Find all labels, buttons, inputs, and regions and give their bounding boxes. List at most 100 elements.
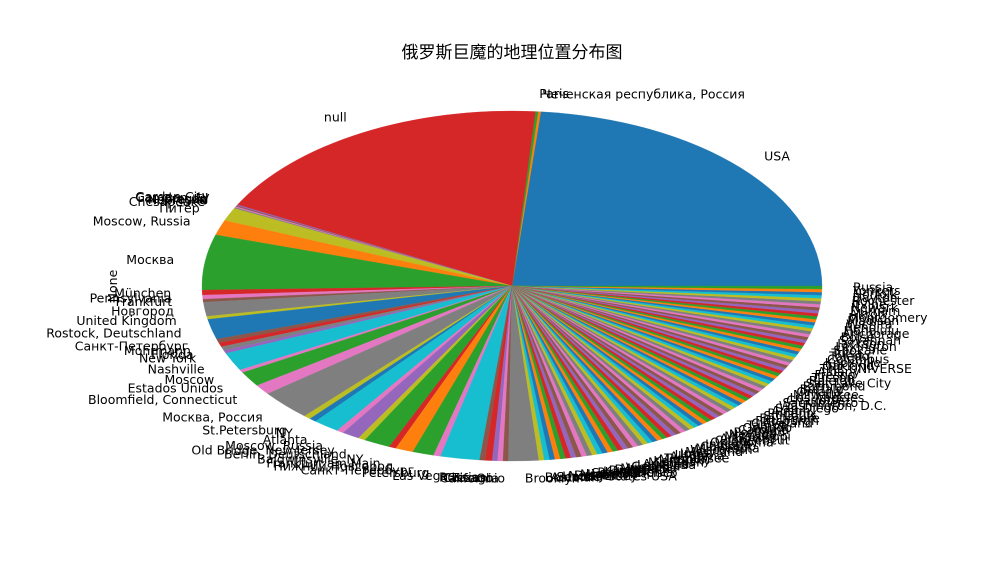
- slice-label: Charlotte: [786, 393, 844, 408]
- slice-label: München: [114, 285, 171, 300]
- slice-label: Columbus: [827, 352, 889, 367]
- slice-label: Mississippi: [724, 429, 791, 444]
- slice-label: Austin: [771, 403, 810, 418]
- slice-label: Nevada: [729, 427, 777, 442]
- slice-label: Durham: [850, 303, 900, 318]
- slice-label: Phoenix: [767, 406, 817, 421]
- slice-label: Orlando: [742, 420, 792, 435]
- slice-label: Boise: [841, 329, 875, 344]
- slice-label: Akron: [849, 307, 885, 322]
- pie-slice: [511, 285, 823, 290]
- slice-label: Raleigh: [809, 373, 856, 388]
- slice-label: Dayton: [852, 290, 897, 305]
- slice-label: Чеченская республика, Россия: [542, 86, 745, 101]
- slice-label: Knoxville: [825, 355, 882, 370]
- slice-label: Camden, NJ: [135, 190, 208, 205]
- slice-label: Petersburg: [362, 465, 430, 480]
- slice-label: New York: [139, 351, 197, 366]
- slice-label: THE UNIVERSE: [819, 361, 912, 376]
- slice-label: San Diego: [775, 400, 839, 415]
- slice-label: Las Vegas: [392, 468, 455, 483]
- slice-label: Texas: [451, 470, 487, 485]
- slice-label: Newark: [851, 300, 899, 315]
- slice-label: Iowa: [680, 446, 709, 461]
- slice-label: Omaha: [796, 384, 841, 399]
- slice-label: Tulsa: [830, 345, 862, 360]
- pie-slices: [201, 110, 823, 462]
- slice-label: Toledo: [828, 349, 869, 364]
- slice-label: Chesapeake: [129, 194, 206, 209]
- slice-label: Frankfurt am Main: [266, 456, 380, 471]
- slice-label: Colorado: [700, 439, 756, 454]
- slice-label: Moscow, Russia: [93, 214, 191, 229]
- slice-label: Berlin, Deutschland: [224, 446, 347, 461]
- slice-label: Tampa: [746, 418, 788, 433]
- slice-label: Arizona: [643, 456, 690, 471]
- slice-label: Virginia: [626, 460, 673, 475]
- slice-label: Moscow, Russia: [225, 438, 323, 453]
- slice-label: null: [324, 110, 347, 125]
- slice-label: Baltimore: [759, 411, 820, 426]
- slice-label: Utah: [675, 447, 705, 462]
- slice-label: Tennessee: [663, 450, 729, 465]
- slice-label: Anchorage: [842, 326, 910, 341]
- slice-label: Estados Unidos: [128, 381, 224, 396]
- slice-label: Louisiana: [637, 457, 696, 472]
- slice-label: Madison: [847, 313, 899, 328]
- slice-label: Санкт-Петербург: [75, 339, 189, 354]
- pie-slice: [511, 111, 823, 287]
- slice-label: Pittsburgh: [755, 413, 819, 428]
- slice-label: Minnesota: [695, 440, 760, 455]
- slice-label: Paris: [539, 86, 569, 101]
- slice-label: Ohio: [476, 471, 505, 486]
- slice-label: Houston: [586, 466, 638, 481]
- slice-label: Milwaukee: [793, 387, 859, 402]
- slice-label: Seattle: [557, 469, 602, 484]
- chart-title: 俄罗斯巨魔的地理位置分布图: [402, 43, 623, 63]
- slice-label: Nebraska: [148, 192, 207, 207]
- pie-slice: [237, 110, 536, 287]
- slice-label: Georgia: [631, 458, 680, 473]
- slice-label: Missouri: [659, 452, 710, 467]
- slice-label: Rochester: [852, 293, 915, 308]
- slice-label: Russia: [853, 280, 893, 295]
- slice-label: Reno: [845, 320, 876, 335]
- slice-label: Tucson: [811, 370, 855, 385]
- slice-label: United Kingdom: [76, 313, 176, 328]
- slice-label: Spokane: [833, 342, 887, 357]
- slice-label: Kansas: [603, 464, 647, 479]
- slice-label: Los Angeles: [790, 390, 865, 405]
- slice-label: Florida: [151, 347, 194, 362]
- slice-label: Atlanta: [263, 432, 308, 447]
- slice-label: St. Louis: [763, 408, 816, 423]
- slice-label: Norfolk: [853, 286, 899, 301]
- slice-label: Honolulu: [844, 323, 899, 338]
- slice-label: Indiana: [705, 437, 751, 452]
- slice-label: Savannah: [839, 333, 901, 348]
- slice-label: Oakland: [822, 358, 874, 373]
- slice-label: Denver: [615, 462, 661, 477]
- slice-label: Brooklyn: [525, 470, 580, 485]
- slice-label: San Francisco: [592, 465, 678, 480]
- slice-label: Kentucky: [653, 453, 711, 468]
- slice-label: USA: [764, 148, 790, 163]
- slice-label: Miami: [580, 467, 618, 482]
- slice-label: Amman: [551, 469, 600, 484]
- slice-label: Lexington: [835, 339, 896, 354]
- slice-label: Нижний Новгород: [273, 459, 393, 474]
- slice-label: Russia: [439, 470, 479, 485]
- slice-label: New Jersey: [568, 468, 638, 483]
- slice-label: Connecticut: [715, 433, 790, 448]
- slice-label: Montgomery: [848, 310, 928, 325]
- slice-label: Washington, D.C.: [779, 398, 887, 413]
- slice-label: Nashville: [148, 361, 205, 376]
- slice-label: Irvine: [851, 297, 887, 312]
- slice-label: Michigan: [648, 455, 704, 470]
- slice-label: Detroit: [574, 467, 617, 482]
- slice-label: Philadelphia: [597, 464, 673, 479]
- slice-label: NY: [276, 426, 293, 441]
- slice-label: Carolina: [738, 422, 789, 437]
- slice-label: Yonkers: [852, 283, 901, 298]
